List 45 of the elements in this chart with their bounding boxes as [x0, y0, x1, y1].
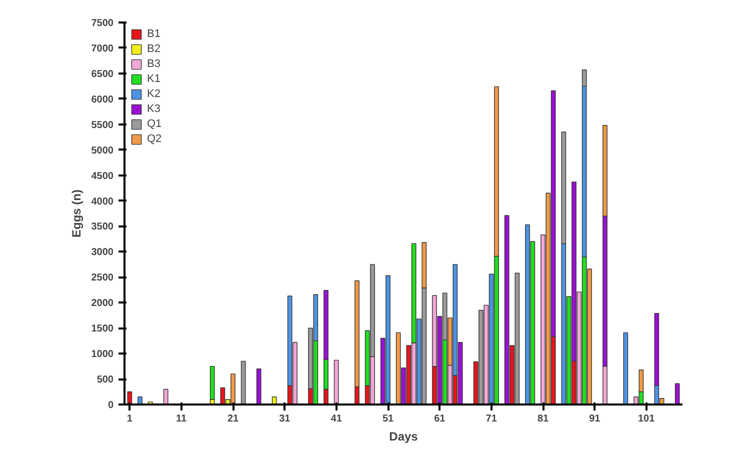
y-tick-label: 500	[96, 374, 114, 386]
legend-label: K3	[147, 103, 162, 115]
x-axis-title: Days	[389, 430, 418, 444]
x-tick-label: 41	[330, 414, 342, 424]
legend-label: Q1	[147, 118, 163, 130]
legend-label: B3	[147, 58, 162, 70]
y-tick-label: 4500	[91, 170, 114, 182]
legend-label: K1	[147, 73, 162, 85]
x-tick-label: 81	[537, 414, 549, 424]
bar	[210, 366, 215, 400]
y-tick-label: 7500	[91, 18, 114, 29]
x-tick-label: 61	[434, 414, 446, 424]
legend-label: Q2	[147, 133, 163, 145]
legend-label: K2	[147, 88, 162, 100]
x-tick-label: 21	[227, 414, 239, 424]
bar	[334, 360, 339, 404]
x-tick-label: 101	[638, 414, 656, 424]
x-tick-label: 91	[589, 414, 601, 424]
bar	[163, 388, 168, 404]
bar	[240, 360, 246, 404]
y-tick-label: 3500	[91, 222, 114, 233]
y-tick-label: 1500	[91, 324, 114, 335]
y-tick-label: 6000	[91, 94, 114, 106]
x-tick-label: 51	[382, 414, 394, 424]
y-tick-label: 3000	[91, 247, 114, 258]
x-tick-label: 1	[126, 414, 133, 424]
legend-label: B2	[147, 43, 162, 55]
y-tick-label: 7000	[91, 43, 114, 54]
y-tick-label: 5500	[91, 120, 114, 131]
y-tick-label: 2500	[91, 272, 114, 284]
y-axis-title: Eggs (n)	[69, 189, 84, 238]
y-tick-label: 4000	[91, 196, 114, 208]
x-tick-label: 71	[486, 414, 498, 424]
y-tick-label: 2000	[91, 298, 114, 310]
bar	[138, 396, 142, 404]
x-tick-label: 31	[279, 414, 291, 424]
y-tick-label: 1000	[91, 349, 114, 360]
bar	[256, 368, 262, 404]
legend-label: B1	[147, 28, 162, 40]
y-tick-label: 0	[108, 400, 114, 411]
y-tick-label: 5000	[91, 145, 114, 156]
bar	[623, 332, 628, 404]
x-tick-label: 11	[176, 414, 188, 424]
bar	[272, 396, 277, 404]
y-tick-label: 6500	[91, 68, 114, 80]
